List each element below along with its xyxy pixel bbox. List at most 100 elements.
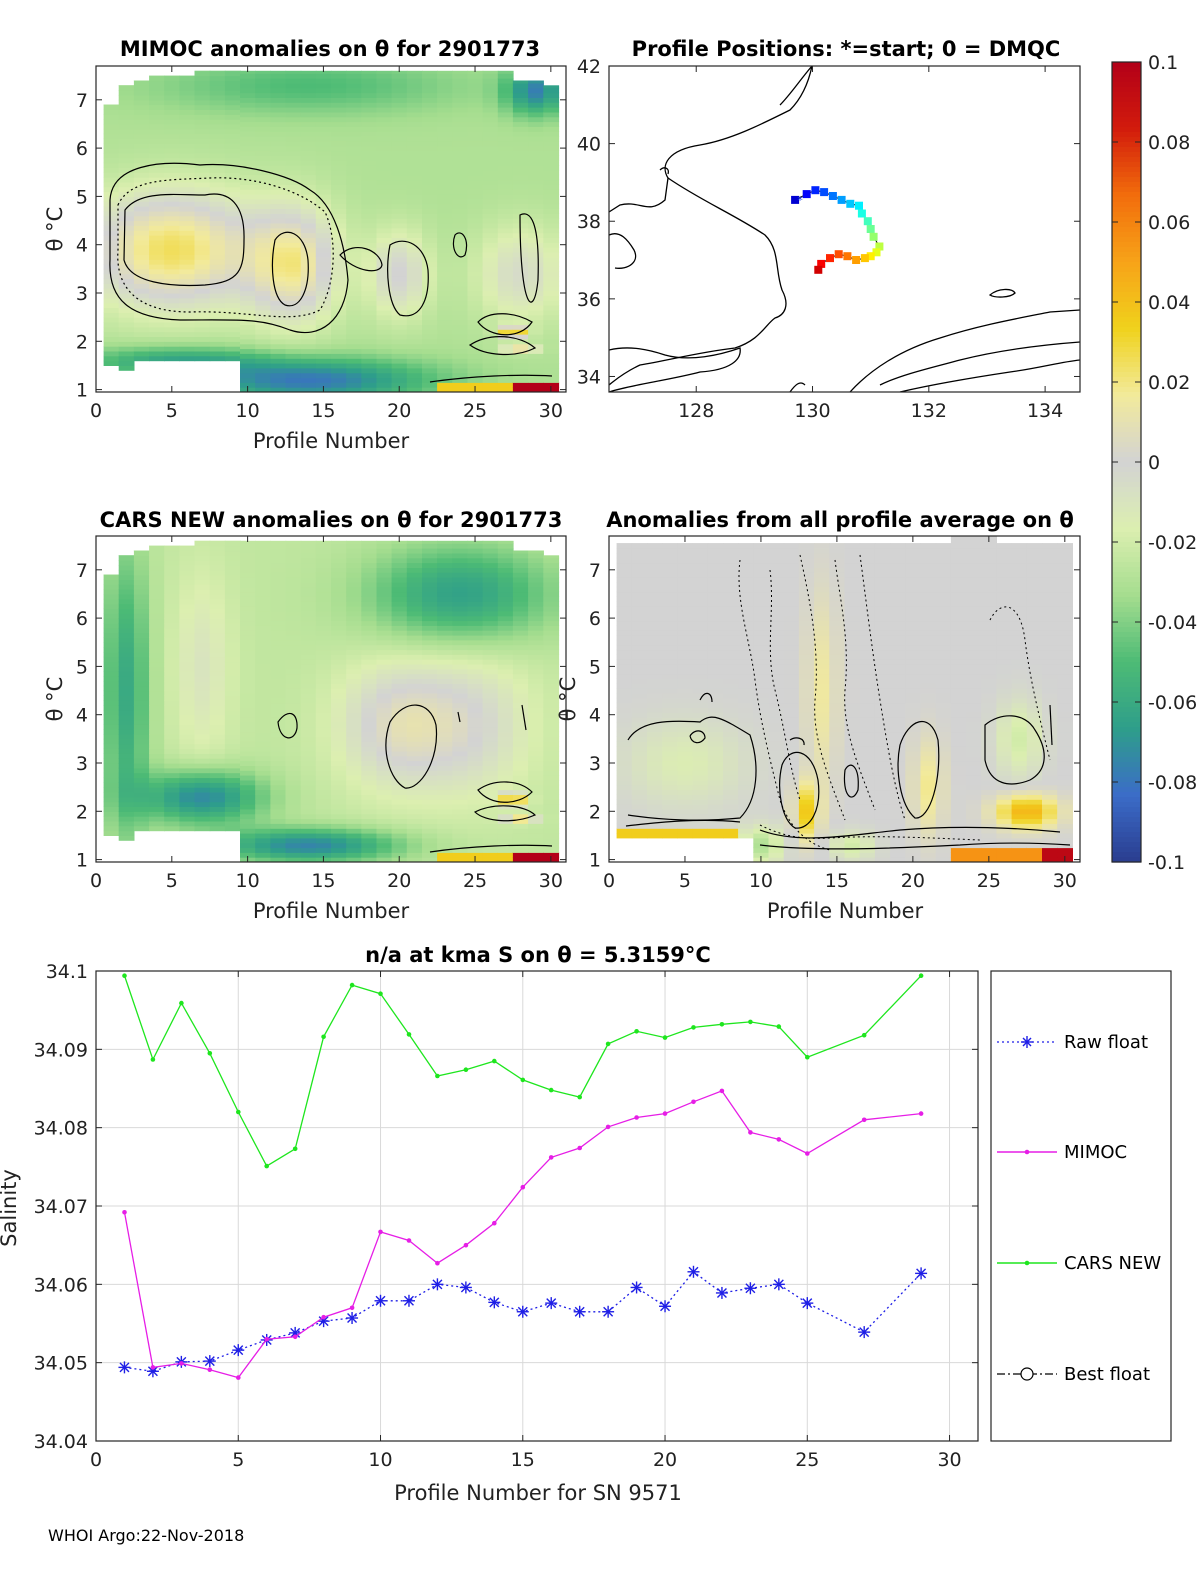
- heatmap-cell: [331, 842, 347, 849]
- heatmap-cell: [497, 673, 514, 679]
- heatmap-cell: [631, 823, 648, 829]
- heatmap-cell: [164, 589, 180, 595]
- heatmap-cell: [346, 324, 362, 330]
- heatmap-cell: [512, 750, 529, 757]
- heatmap-cell: [482, 116, 499, 123]
- heatmap-cell: [194, 138, 211, 144]
- heatmap-cell: [103, 734, 120, 740]
- heatmap-cell: [240, 266, 256, 272]
- heatmap-cell: [270, 189, 287, 195]
- heatmap-cell: [103, 801, 120, 807]
- heatmap-cell: [482, 697, 499, 704]
- heatmap-cell: [753, 567, 770, 573]
- heatmap-cell: [376, 688, 393, 694]
- heatmap-cell: [406, 73, 423, 79]
- heatmap-cell: [528, 280, 544, 287]
- heatmap-cell: [149, 676, 165, 682]
- heatmap-cell: [692, 799, 709, 805]
- heatmap-cell: [467, 717, 484, 723]
- profile-position-marker: [863, 217, 872, 226]
- heatmap-cell: [497, 683, 514, 689]
- heatmap-cell: [255, 649, 271, 655]
- heatmap-cell: [270, 290, 287, 296]
- heatmap-cell: [133, 288, 150, 294]
- heatmap-cell: [677, 726, 694, 733]
- heatmap-cell: [452, 136, 469, 142]
- heatmap-cell: [285, 707, 302, 713]
- heatmap-cell: [723, 833, 739, 839]
- heatmap-cell: [452, 673, 469, 679]
- heatmap-cell: [543, 329, 560, 335]
- heatmap-cell: [437, 169, 453, 176]
- heatmap-cell: [118, 341, 135, 347]
- heatmap-cell: [331, 721, 347, 728]
- heatmap-cell: [452, 353, 469, 359]
- heatmap-cell: [512, 107, 529, 113]
- heatmap-cell: [209, 167, 226, 173]
- heatmap-cell: [255, 659, 271, 665]
- heatmap-cell: [631, 552, 648, 559]
- heatmap-cell: [467, 261, 484, 267]
- heatmap-cell: [376, 615, 393, 622]
- heatmap-cell: [452, 668, 469, 675]
- heatmap-cell: [406, 794, 423, 800]
- heatmap-cell: [103, 341, 120, 347]
- heatmap-cell: [285, 586, 302, 593]
- heatmap-cell: [437, 702, 453, 708]
- heatmap-cell: [376, 367, 393, 374]
- heatmap-cell: [768, 572, 785, 578]
- heatmap-cell: [452, 625, 469, 631]
- colorbar-cell: [1112, 462, 1141, 468]
- heatmap-cell: [376, 799, 393, 805]
- heatmap-cell: [103, 162, 120, 168]
- heatmap-cell: [285, 232, 302, 238]
- heatmap-cell: [543, 717, 560, 723]
- profile-position-marker: [843, 252, 852, 261]
- heatmap-cell: [497, 232, 514, 238]
- heatmap-cell: [738, 765, 754, 771]
- colorbar-cell: [1112, 532, 1141, 538]
- heatmap-cell: [528, 678, 544, 684]
- heatmap-cell: [692, 712, 709, 718]
- heatmap-cell: [467, 625, 484, 631]
- heatmap-cell: [331, 635, 347, 641]
- heatmap-cell: [179, 244, 196, 251]
- heatmap-cell: [285, 615, 302, 622]
- heatmap-cell: [467, 174, 484, 181]
- heatmap-cell: [240, 324, 256, 330]
- heatmap-cell: [164, 714, 180, 721]
- heatmap-cell: [331, 852, 347, 858]
- colorbar-cell: [1112, 497, 1141, 503]
- heatmap-cell: [209, 816, 226, 822]
- x-tick-label: 15: [311, 400, 335, 422]
- heatmap-cell: [133, 690, 150, 696]
- heatmap-cell: [224, 128, 241, 135]
- heatmap-cell: [723, 765, 739, 771]
- heatmap-cell: [346, 184, 362, 190]
- heatmap-cell: [528, 837, 544, 844]
- heatmap-cell: [783, 557, 800, 564]
- heatmap-cell: [194, 249, 211, 255]
- heatmap-cell: [482, 615, 499, 622]
- heatmap-cell: [209, 676, 226, 682]
- heatmap-cell: [224, 647, 241, 653]
- heatmap-cell: [512, 678, 529, 684]
- heatmap-cell: [103, 753, 120, 759]
- heatmap-cell: [285, 697, 302, 704]
- heatmap-cell: [528, 343, 544, 350]
- heatmap-cell: [346, 73, 362, 79]
- heatmap-cell: [285, 639, 302, 646]
- heatmap-cell: [707, 552, 724, 559]
- heatmap-cell: [543, 837, 560, 844]
- heatmap-cell: [331, 625, 347, 631]
- heatmap-cell: [224, 322, 241, 328]
- heatmap-cell: [482, 750, 499, 757]
- heatmap-cell: [300, 577, 317, 583]
- heatmap-cell: [209, 268, 226, 275]
- heatmap-cell: [452, 823, 469, 829]
- heatmap-cell: [422, 290, 438, 296]
- heatmap-cell: [194, 268, 211, 275]
- heatmap-cell: [543, 85, 560, 89]
- heatmap-cell: [240, 136, 256, 142]
- colorbar-cell: [1112, 77, 1141, 83]
